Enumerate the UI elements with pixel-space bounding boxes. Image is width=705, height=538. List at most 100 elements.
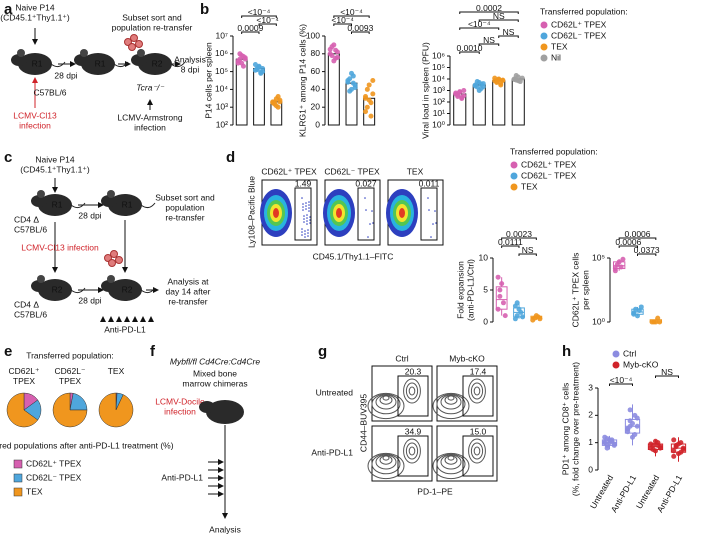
mouse xyxy=(11,54,27,66)
mouse xyxy=(50,61,66,68)
label: Analysis at xyxy=(167,276,209,286)
column-label: Myb-cKO xyxy=(449,353,485,363)
label: C57BL/6 xyxy=(14,309,47,319)
data-point xyxy=(671,448,677,454)
legend-marker xyxy=(612,361,620,369)
cell xyxy=(128,43,136,51)
data-point xyxy=(329,44,335,50)
chart-subtitle: Recovered populations after anti-PD-L1 t… xyxy=(0,440,174,450)
comparison-bracket xyxy=(333,23,352,26)
p-value: 0.0006 xyxy=(625,229,651,239)
mouse xyxy=(17,49,25,57)
data-point xyxy=(273,103,279,109)
y-tick-label: 10⁰ xyxy=(592,316,605,326)
y-tick-label: 40 xyxy=(311,84,321,94)
legend-marker xyxy=(13,459,23,469)
mouse xyxy=(101,280,117,292)
gate xyxy=(462,435,494,477)
comparison-bracket xyxy=(501,245,520,248)
flow-event xyxy=(432,223,434,225)
label: 8 dpi xyxy=(181,64,200,74)
data-point xyxy=(653,319,659,325)
p-value: <10⁻⁴ xyxy=(331,15,354,25)
label: (CD45.1⁺Thy1.1⁺) xyxy=(20,164,90,174)
label: 28 dpi xyxy=(78,210,101,220)
y-tick-label: 0 xyxy=(588,464,593,474)
mean-bar xyxy=(511,78,525,126)
comparison-bracket xyxy=(478,19,519,22)
comparison-bracket xyxy=(241,15,277,18)
flow-event xyxy=(306,223,308,225)
flow-event xyxy=(307,232,309,234)
data-point xyxy=(627,407,633,413)
data-point xyxy=(237,51,243,57)
mouse xyxy=(107,190,115,198)
data-point xyxy=(502,313,508,319)
comparison-bracket xyxy=(609,383,633,386)
gate xyxy=(357,187,375,241)
data-point xyxy=(631,311,637,317)
mouse xyxy=(140,287,156,294)
data-point xyxy=(513,73,519,79)
pie-slice xyxy=(69,393,88,411)
flow-event xyxy=(372,222,374,224)
flow-event xyxy=(303,218,305,220)
y-tick-label: 10² xyxy=(216,119,228,129)
p-value: 0.0010 xyxy=(457,43,483,53)
data-point xyxy=(327,51,333,57)
label: LCMV-Armstrong xyxy=(117,112,182,122)
flow-event xyxy=(303,215,305,217)
diagrams xyxy=(32,28,228,519)
label: LCMV-Docile xyxy=(155,396,205,406)
gate-value: 0.027 xyxy=(355,178,377,188)
flow-event xyxy=(306,217,308,219)
data-point xyxy=(648,441,654,447)
y-axis-label: KLRG1⁺ among P14 cells (%) xyxy=(297,24,307,137)
flow-title: CD62L⁻ TPEX xyxy=(324,166,380,176)
data-point xyxy=(275,93,281,99)
legend-title: Transferred population: xyxy=(510,146,598,156)
label: Naive P14 xyxy=(35,154,74,164)
comparison-bracket xyxy=(637,253,657,256)
y-axis-label: P14 cells per spleen xyxy=(203,42,213,119)
legend-label: TEX xyxy=(551,41,568,51)
flow-event xyxy=(364,197,366,199)
data-point xyxy=(676,441,681,447)
data-point xyxy=(363,94,369,100)
flow-event xyxy=(304,236,306,238)
cell xyxy=(135,40,143,48)
y-axis-label: (anti-PD-L1/Ctrl) xyxy=(465,259,475,321)
label: Analysis xyxy=(174,54,206,64)
flow-event xyxy=(302,209,304,211)
chart-title: Transferred population: xyxy=(26,350,114,360)
data-point xyxy=(368,113,374,119)
comparison-bracket xyxy=(655,375,679,378)
data-point xyxy=(347,88,353,94)
p-value: NS xyxy=(493,11,505,21)
data-point xyxy=(657,445,663,451)
mouse-label: R2 xyxy=(52,284,63,294)
flow-contour xyxy=(470,382,484,400)
data-point xyxy=(239,60,245,66)
data-point xyxy=(634,423,640,429)
mouse xyxy=(37,275,45,283)
flow-event xyxy=(308,201,310,203)
flow-contour xyxy=(403,438,421,464)
y-axis-label: PD1⁺ among CD8⁺ cells xyxy=(560,383,570,476)
panel-letter: d xyxy=(226,149,235,166)
data-point xyxy=(519,75,525,81)
data-point xyxy=(616,259,622,265)
flow-contour xyxy=(468,438,486,464)
gate xyxy=(294,187,312,241)
gate xyxy=(397,375,429,417)
y-tick-label: 10³ xyxy=(216,101,228,111)
mouse xyxy=(31,280,47,292)
data-point xyxy=(364,104,370,110)
comparison-bracket xyxy=(478,43,500,46)
data-point xyxy=(496,77,502,83)
comparison-bracket xyxy=(618,245,638,248)
flow-contour xyxy=(432,452,470,480)
data-point xyxy=(366,97,372,103)
data-point xyxy=(260,65,266,71)
diagram-c-text: Naive P14 (CD45.1⁺Thy1.1⁺) CD4 Δ C57BL/6… xyxy=(14,154,215,334)
